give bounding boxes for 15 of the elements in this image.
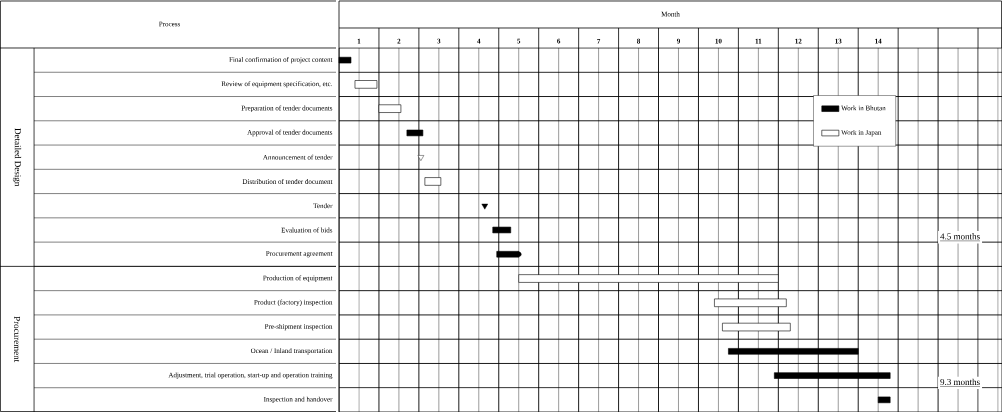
bar <box>714 298 787 307</box>
text: Procurement <box>14 316 21 363</box>
bar <box>728 348 859 355</box>
text: Detailed Design <box>12 128 22 187</box>
bar <box>496 251 520 258</box>
bar <box>406 129 424 137</box>
bar <box>492 226 512 234</box>
bar <box>774 372 891 379</box>
annotation: 4.5 months <box>940 233 980 240</box>
bar <box>877 396 891 404</box>
annotation: 9.3 months <box>940 378 980 386</box>
bar <box>518 274 779 283</box>
bar <box>424 177 442 186</box>
bar <box>378 104 402 113</box>
bar <box>722 322 791 332</box>
